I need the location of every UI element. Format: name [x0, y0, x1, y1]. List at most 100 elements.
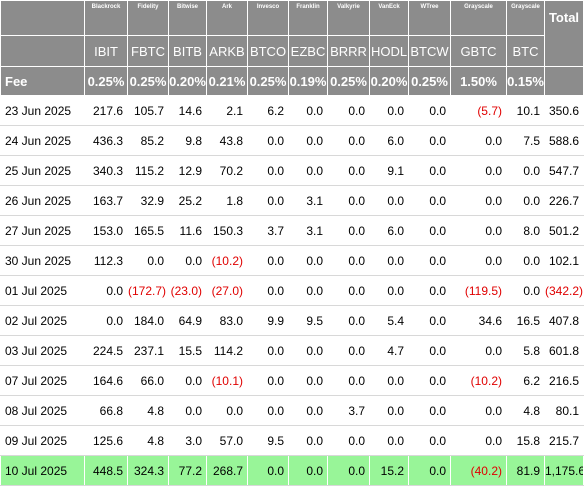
flow-cell-ibit: 0.0 [84, 305, 128, 336]
ticker-fbtc: FBTC [127, 35, 169, 67]
flow-cell-ezbc: 0.0 [288, 125, 328, 156]
flow-cell-btc: 7.5 [506, 125, 545, 156]
flow-cell-ibit: 163.7 [84, 185, 128, 216]
fee-gbtc: 1.50% [450, 66, 507, 96]
flow-cell-gbtc: (40.2) [450, 455, 507, 486]
flow-cell-brrr: 0.0 [327, 95, 370, 126]
flow-cell-btc: 5.8 [506, 335, 545, 366]
flow-cell-btcw: 0.0 [408, 305, 451, 336]
flow-cell-arkb: (27.0) [206, 275, 248, 306]
issuer-arkb: Ark [206, 0, 248, 36]
flow-cell-brrr: 0.0 [327, 425, 370, 456]
flow-cell-btc: 10.1 [506, 95, 545, 126]
flow-cell-ibit: 217.6 [84, 95, 128, 126]
flow-cell-brrr: 0.0 [327, 245, 370, 276]
flow-cell-bitb: 14.6 [168, 95, 207, 126]
flow-cell-btcw: 0.0 [408, 425, 451, 456]
flow-cell-brrr: 3.7 [327, 395, 370, 426]
flow-cell-bitb: 12.9 [168, 155, 207, 186]
flow-cell-fbtc: 32.9 [127, 185, 169, 216]
flow-cell-fbtc: 66.0 [127, 365, 169, 396]
row-total: 80.1 [544, 395, 584, 426]
issuer-btcw: WTree [408, 0, 451, 36]
ticker-ibit: IBIT [84, 35, 128, 67]
flow-cell-btco: 0.0 [247, 365, 289, 396]
table-row: 07 Jul 2025 164.6 66.0 0.0 (10.1) 0.0 0.0 0.0 0.… [0, 365, 584, 396]
ticker-ezbc: EZBC [288, 35, 328, 67]
flow-cell-btco: 3.7 [247, 215, 289, 246]
flow-cell-btco: 0.0 [247, 185, 289, 216]
flow-cell-gbtc: (5.7) [450, 95, 507, 126]
flow-cell-hodl: 15.2 [369, 455, 409, 486]
flow-cell-btc: 0.0 [506, 155, 545, 186]
flow-cell-arkb: (10.1) [206, 365, 248, 396]
fee-total-empty [544, 66, 584, 96]
flow-cell-hodl: 9.1 [369, 155, 409, 186]
row-date: 01 Jul 2025 [0, 275, 85, 306]
flow-cell-ezbc: 0.0 [288, 245, 328, 276]
fee-row: Fee 0.25% 0.25% 0.20% 0.21% 0.25% 0.19% 0.25% 0… [0, 66, 584, 96]
table-row: 23 Jun 2025 217.6 105.7 14.6 2.1 6.2 0.0 0.0 0.0… [0, 95, 584, 126]
flow-cell-fbtc: 4.8 [127, 395, 169, 426]
flow-cell-btcw: 0.0 [408, 185, 451, 216]
flow-cell-ezbc: 0.0 [288, 155, 328, 186]
table-row: 24 Jun 2025 436.3 85.2 9.8 43.8 0.0 0.0 0.0 6.0 0… [0, 125, 584, 156]
flow-cell-btcw: 0.0 [408, 395, 451, 426]
flow-cell-gbtc: 0.0 [450, 335, 507, 366]
table-row: 10 Jul 2025 448.5 324.3 77.2 268.7 0.0 0.0 0.0 1… [0, 455, 584, 486]
fee-label: Fee [0, 66, 85, 96]
flow-cell-gbtc: 0.0 [450, 395, 507, 426]
table-row: 30 Jun 2025 112.3 0.0 0.0 (10.2) 0.0 0.0 0.0 0.0… [0, 245, 584, 276]
flow-cell-btc: 6.2 [506, 365, 545, 396]
flow-cell-btcw: 0.0 [408, 455, 451, 486]
flow-cell-ezbc: 0.0 [288, 275, 328, 306]
row-date: 24 Jun 2025 [0, 125, 85, 156]
fee-arkb: 0.21% [206, 66, 248, 96]
flow-cell-bitb: 9.8 [168, 125, 207, 156]
flow-cell-btco: 0.0 [247, 395, 289, 426]
ticker-btcw: BTCW [408, 35, 451, 67]
row-date: 23 Jun 2025 [0, 95, 85, 126]
ticker-btc: BTC [506, 35, 545, 67]
flow-cell-ezbc: 3.1 [288, 185, 328, 216]
flow-cell-fbtc: 115.2 [127, 155, 169, 186]
flow-cell-fbtc: 105.7 [127, 95, 169, 126]
row-date: 02 Jul 2025 [0, 305, 85, 336]
fee-btco: 0.25% [247, 66, 289, 96]
row-date: 27 Jun 2025 [0, 215, 85, 246]
flow-cell-btcw: 0.0 [408, 335, 451, 366]
flow-cell-btco: 9.5 [247, 425, 289, 456]
flow-cell-btc: 0.0 [506, 245, 545, 276]
flow-cell-fbtc: 324.3 [127, 455, 169, 486]
row-date: 03 Jul 2025 [0, 335, 85, 366]
row-total: 588.6 [544, 125, 584, 156]
table-row: 03 Jul 2025 224.5 237.1 15.5 114.2 0.0 0.0 0.0 4… [0, 335, 584, 366]
flow-cell-arkb: 57.0 [206, 425, 248, 456]
flow-cell-btc: 0.0 [506, 185, 545, 216]
corner-cell-2 [0, 35, 85, 67]
flow-cell-bitb: 25.2 [168, 185, 207, 216]
flow-cell-bitb: 64.9 [168, 305, 207, 336]
flow-cell-brrr: 0.0 [327, 335, 370, 366]
flow-cell-btco: 0.0 [247, 155, 289, 186]
flow-cell-ibit: 0.0 [84, 275, 128, 306]
flow-cell-ezbc: 0.0 [288, 335, 328, 366]
issuer-ibit: Blackrock [84, 0, 128, 36]
flow-cell-brrr: 0.0 [327, 215, 370, 246]
flow-cell-hodl: 0.0 [369, 425, 409, 456]
issuer-bitb: Bitwise [168, 0, 207, 36]
ticker-gbtc: GBTC [450, 35, 507, 67]
flow-cell-hodl: 4.7 [369, 335, 409, 366]
flow-cell-gbtc: 0.0 [450, 245, 507, 276]
flow-cell-hodl: 0.0 [369, 95, 409, 126]
flow-cell-ezbc: 0.0 [288, 95, 328, 126]
fee-brrr: 0.25% [327, 66, 370, 96]
flow-cell-btcw: 0.0 [408, 365, 451, 396]
row-date: 10 Jul 2025 [0, 455, 85, 486]
flow-cell-arkb: 268.7 [206, 455, 248, 486]
flow-cell-bitb: 15.5 [168, 335, 207, 366]
issuer-fbtc: Fidelity [127, 0, 169, 36]
flow-cell-ibit: 340.3 [84, 155, 128, 186]
flow-cell-gbtc: 0.0 [450, 125, 507, 156]
flow-cell-bitb: (23.0) [168, 275, 207, 306]
